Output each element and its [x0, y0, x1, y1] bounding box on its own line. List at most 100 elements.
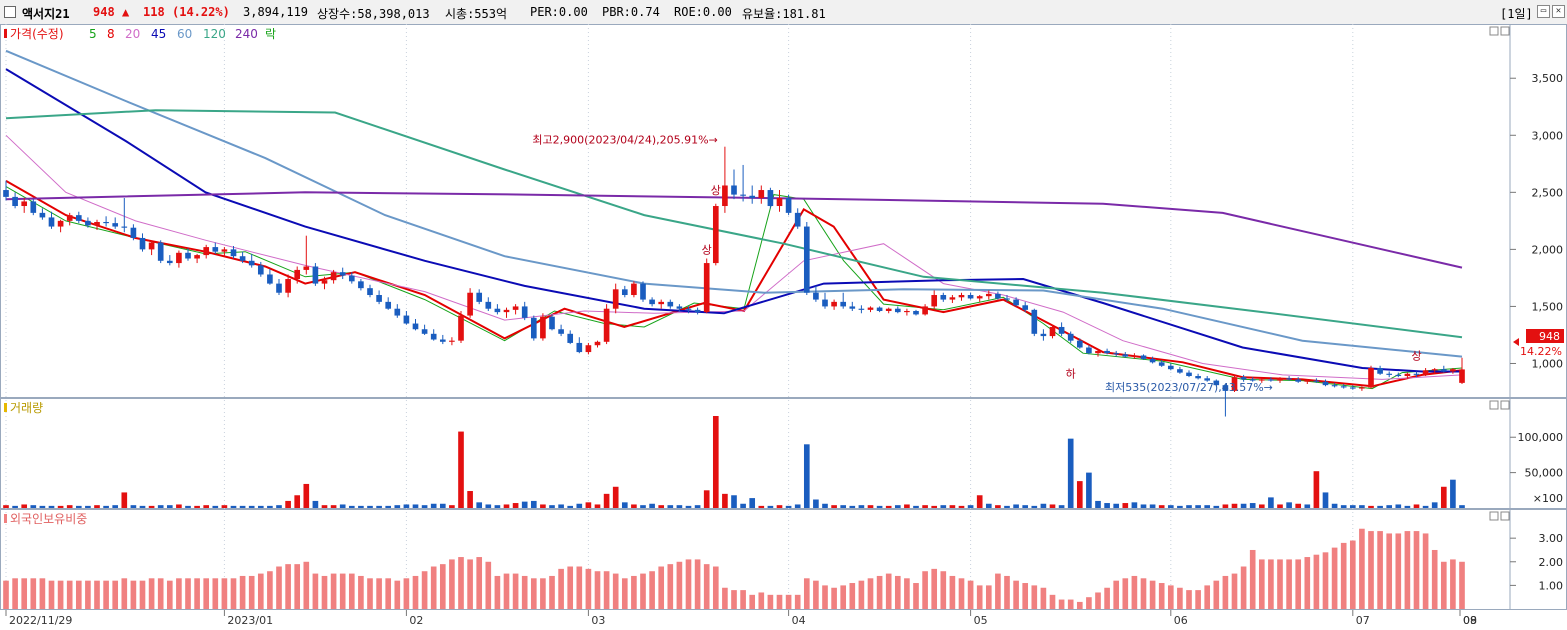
- candle-body: [1249, 379, 1256, 381]
- foreign-bar: [621, 578, 628, 609]
- legend-rak[interactable]: 락: [265, 27, 276, 41]
- volume-bar: [1340, 505, 1347, 508]
- candle-body: [512, 306, 519, 310]
- volume-bar: [1067, 438, 1074, 508]
- legend-ma60[interactable]: 60: [177, 27, 192, 41]
- candle-body: [731, 185, 737, 195]
- foreign-bar: [958, 578, 965, 609]
- volume-bar: [303, 483, 310, 508]
- candle-body: [1204, 378, 1211, 381]
- candle-body: [1295, 379, 1302, 382]
- foreign-bar: [130, 580, 137, 609]
- volume-bar: [767, 505, 774, 508]
- close-panel-icon[interactable]: [1500, 400, 1510, 410]
- stock-chart: 1,000 1,500 2,000 2,500 3,000 3,500 2022/11/29…: [0, 24, 1567, 627]
- grid: [5, 24, 1354, 610]
- foreign-bar: [203, 578, 210, 609]
- foreign-bar: [303, 561, 310, 609]
- close-panel-icon[interactable]: [1500, 511, 1510, 521]
- foreign-bar: [57, 580, 64, 609]
- foreign-bar: [330, 573, 337, 609]
- volume-bar: [21, 504, 28, 508]
- close-panel-icon[interactable]: [1500, 26, 1510, 36]
- candle-body: [585, 345, 592, 353]
- candle-body: [1459, 369, 1465, 383]
- volume-bar: [1431, 502, 1438, 508]
- price-tag-bg: [1526, 329, 1564, 343]
- legend-ma45[interactable]: 45: [151, 27, 166, 41]
- volume-bar: [94, 505, 100, 508]
- minimize-icon[interactable]: [1489, 511, 1499, 521]
- volume-bar: [967, 505, 974, 508]
- candle-body: [1359, 387, 1365, 389]
- minimize-icon[interactable]: [1489, 26, 1499, 36]
- volume-bar: [549, 505, 555, 508]
- volume-title[interactable]: 거래량: [10, 401, 43, 415]
- candle-body: [185, 252, 191, 259]
- last-price: 948: [1539, 330, 1560, 343]
- price-panel: [0, 24, 1567, 398]
- candle-body: [276, 283, 282, 293]
- foreign-bar: [831, 587, 837, 609]
- candle-body: [130, 227, 137, 238]
- foreign-bar: [840, 585, 847, 609]
- stock-name[interactable]: 액서지21: [22, 7, 70, 21]
- volume-bar: [831, 505, 837, 508]
- foreign-bar: [139, 580, 146, 609]
- axes: 1,000 1,500 2,000 2,500 3,000 3,500 2022/11/29…: [5, 72, 1564, 627]
- legend-ma240[interactable]: 240: [235, 27, 258, 41]
- candle-body: [558, 329, 564, 334]
- foreign-bar: [112, 580, 119, 609]
- legend-ma5[interactable]: 5: [89, 27, 97, 41]
- foreign-bar: [931, 568, 938, 609]
- price-title[interactable]: 가격(수정): [10, 27, 64, 41]
- candle-body: [385, 301, 392, 309]
- foreign-bar: [740, 590, 746, 609]
- volume-bar: [1031, 505, 1038, 508]
- foreign-bar: [30, 578, 37, 609]
- restore-icon[interactable]: ▭: [1537, 5, 1550, 18]
- date-label: 06: [1174, 614, 1188, 627]
- period-selector[interactable]: [1일]: [1500, 7, 1533, 21]
- candle-body: [1095, 350, 1101, 354]
- foreign-bar: [1131, 575, 1138, 609]
- legend-ma20[interactable]: 20: [125, 27, 140, 41]
- volume-bar: [339, 504, 346, 508]
- candle-body: [267, 274, 273, 284]
- foreign-tick-label: 1.00: [1539, 579, 1564, 592]
- candle-body: [776, 198, 783, 207]
- foreign-bar: [476, 557, 483, 609]
- select-checkbox[interactable]: [4, 6, 16, 18]
- date-label: 09: [1463, 614, 1477, 627]
- foreign-bar: [48, 580, 55, 609]
- volume-bar: [1195, 505, 1201, 508]
- legend-ma120[interactable]: 120: [203, 27, 226, 41]
- foreign-bar: [576, 566, 583, 609]
- candle-body: [722, 185, 728, 207]
- candle-body: [103, 221, 109, 224]
- foreign-bar: [194, 578, 200, 609]
- volume-bar: [412, 504, 419, 508]
- candle-body: [348, 275, 355, 282]
- volume-bar: [203, 505, 210, 508]
- foreign-bar: [157, 578, 164, 609]
- candle-body: [12, 196, 18, 207]
- candle-body: [1158, 362, 1165, 366]
- foreign-bar: [1459, 561, 1465, 609]
- minimize-icon[interactable]: [1489, 400, 1499, 410]
- legend-ma8[interactable]: 8: [107, 27, 115, 41]
- candle-body: [958, 295, 965, 298]
- volume-panel: [0, 398, 1567, 509]
- foreign-title[interactable]: 외국인보유비중: [10, 512, 87, 526]
- volume-bar: [285, 500, 291, 508]
- foreign-bar: [940, 571, 947, 609]
- volume-bar: [1413, 504, 1420, 508]
- date-label: 2022/11/29: [9, 614, 72, 627]
- close-icon[interactable]: ✕: [1552, 5, 1565, 18]
- candle-body: [913, 310, 919, 315]
- volume-bar: [530, 500, 537, 508]
- foreign-bar: [503, 573, 510, 609]
- last-price-tag: 948 14.22%: [1513, 329, 1564, 358]
- foreign-bar: [339, 573, 346, 609]
